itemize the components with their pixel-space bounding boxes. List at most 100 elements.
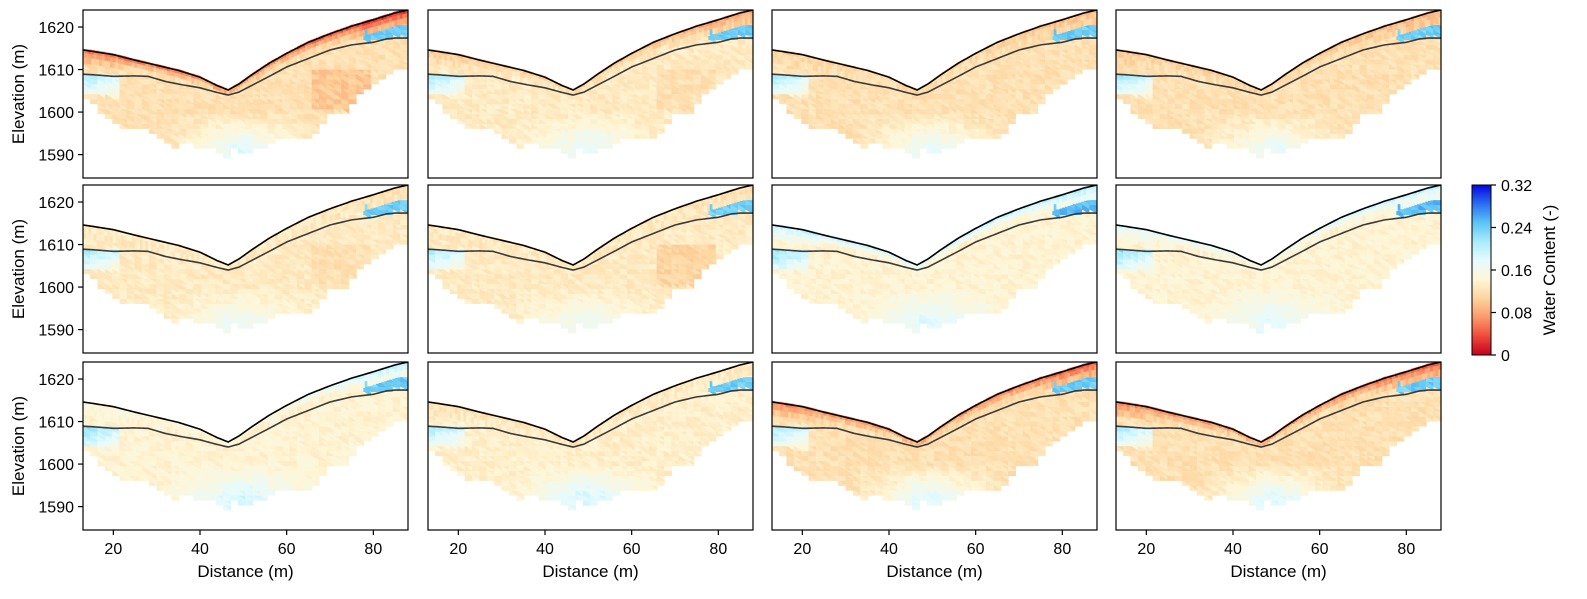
panel-r2-c3 <box>771 184 1098 354</box>
ground-surface-line <box>772 10 1097 91</box>
y-tick-label: 1600 <box>38 105 74 122</box>
panel-frame <box>771 184 1098 354</box>
x-tick-label: 20 <box>449 541 467 558</box>
panel-frame <box>1115 361 1442 531</box>
panel-frame <box>771 9 1098 179</box>
ground-surface-line <box>428 185 753 266</box>
water-content-field <box>83 362 408 511</box>
x-tick-label: 20 <box>1137 541 1155 558</box>
interface-line <box>428 389 753 448</box>
panel-r1-c2 <box>427 9 754 179</box>
interface-line <box>772 389 1097 448</box>
y-axis-label: Elevation (m) <box>9 219 28 319</box>
panel-r3-c2: 20 40 60 80 Distance (m) <box>427 361 754 581</box>
x-tick-label: 60 <box>967 541 985 558</box>
panel-r3-c4: 20 40 60 80 Distance (m) <box>1115 361 1442 581</box>
interface-line <box>428 37 753 96</box>
y-tick-label: 1600 <box>38 280 74 297</box>
colorbar-tick-label: 0.32 <box>1501 178 1532 195</box>
ground-surface-line <box>83 10 408 91</box>
ground-surface-line <box>1116 362 1441 443</box>
x-tick-label: 80 <box>364 541 382 558</box>
x-tick-label: 40 <box>191 541 209 558</box>
x-axis-label: Distance (m) <box>197 562 293 581</box>
panel-frame <box>1115 184 1442 354</box>
y-tick-label: 1590 <box>38 148 74 165</box>
ground-surface-line <box>1116 185 1441 266</box>
y-tick-label: 1600 <box>38 457 74 474</box>
interface-line <box>83 37 408 96</box>
y-tick-label: 1620 <box>38 372 74 389</box>
y-tick-label: 1620 <box>38 195 74 212</box>
panel-r2-c4 <box>1115 184 1442 354</box>
colorbar: 0 0.08 0.16 0.24 0.32 Water Content (-) <box>1471 178 1559 365</box>
panel-frame <box>427 361 754 531</box>
y-axis-label: Elevation (m) <box>9 396 28 496</box>
panel-frame <box>82 184 409 354</box>
x-axis-label: Distance (m) <box>542 562 638 581</box>
x-tick-label: 20 <box>104 541 122 558</box>
ground-surface-line <box>772 185 1097 266</box>
x-tick-label: 60 <box>1311 541 1329 558</box>
x-tick-label: 60 <box>623 541 641 558</box>
water-content-field <box>772 10 1097 159</box>
panel-r1-c1: 1590 1600 1610 1620 Elevation (m) <box>9 9 409 179</box>
colorbar-tick-label: 0 <box>1501 348 1510 365</box>
interface-line <box>83 212 408 271</box>
panel-r1-c3 <box>771 9 1098 179</box>
interface-line <box>1116 212 1441 271</box>
panel-frame <box>427 9 754 179</box>
x-tick-label: 80 <box>1397 541 1415 558</box>
panel-r2-c2 <box>427 184 754 354</box>
water-content-field <box>1116 362 1441 511</box>
x-tick-label: 40 <box>536 541 554 558</box>
water-content-field <box>428 10 753 159</box>
water-content-field <box>1116 185 1441 334</box>
water-content-field <box>83 10 408 159</box>
y-axis-label: Elevation (m) <box>9 44 28 144</box>
interface-line <box>428 212 753 271</box>
panel-r2-c1: 1590 1600 1610 1620 Elevation (m) <box>9 184 409 354</box>
x-axis-label: Distance (m) <box>1230 562 1326 581</box>
ground-surface-line <box>772 362 1097 443</box>
x-tick-label: 80 <box>1053 541 1071 558</box>
colorbar-gradient <box>1471 184 1492 356</box>
x-axis-label: Distance (m) <box>886 562 982 581</box>
y-tick-label: 1610 <box>38 238 74 255</box>
water-content-field <box>83 185 408 334</box>
colorbar-tick-label: 0.16 <box>1501 263 1532 280</box>
ground-surface-line <box>83 185 408 266</box>
panel-frame <box>427 184 754 354</box>
colorbar-ticks: 0 0.08 0.16 0.24 0.32 <box>1491 178 1532 365</box>
interface-line <box>1116 389 1441 448</box>
colorbar-tick-label: 0.24 <box>1501 221 1532 238</box>
water-content-field <box>428 362 753 511</box>
y-tick-label: 1620 <box>38 20 74 37</box>
colorbar-tick-label: 0.08 <box>1501 306 1532 323</box>
interface-line <box>772 212 1097 271</box>
y-tick-label: 1610 <box>38 63 74 80</box>
x-tick-label: 40 <box>1224 541 1242 558</box>
x-tick-label: 80 <box>709 541 727 558</box>
panel-frame <box>82 361 409 531</box>
x-tick-label: 60 <box>278 541 296 558</box>
panel-frame <box>771 361 1098 531</box>
y-tick-label: 1590 <box>38 500 74 517</box>
x-tick-label: 20 <box>793 541 811 558</box>
panel-frame <box>82 9 409 179</box>
ground-surface-line <box>428 10 753 91</box>
ground-surface-line <box>1116 10 1441 91</box>
ground-surface-line <box>83 362 408 443</box>
water-content-field <box>1116 10 1441 159</box>
ground-surface-line <box>428 362 753 443</box>
panel-r3-c1: 1590 1600 1610 1620 Elevation (m) 20 40 60 80 Dis… <box>9 361 409 581</box>
interface-line <box>772 37 1097 96</box>
panel-grid: 1590 1600 1610 1620 Elevation (m) 1590 1600 161… <box>9 9 1442 581</box>
panel-frame <box>1115 9 1442 179</box>
water-content-field <box>428 185 753 334</box>
y-tick-label: 1590 <box>38 323 74 340</box>
water-content-field <box>772 362 1097 511</box>
water-content-field <box>772 185 1097 334</box>
panel-r3-c3: 20 40 60 80 Distance (m) <box>771 361 1098 581</box>
